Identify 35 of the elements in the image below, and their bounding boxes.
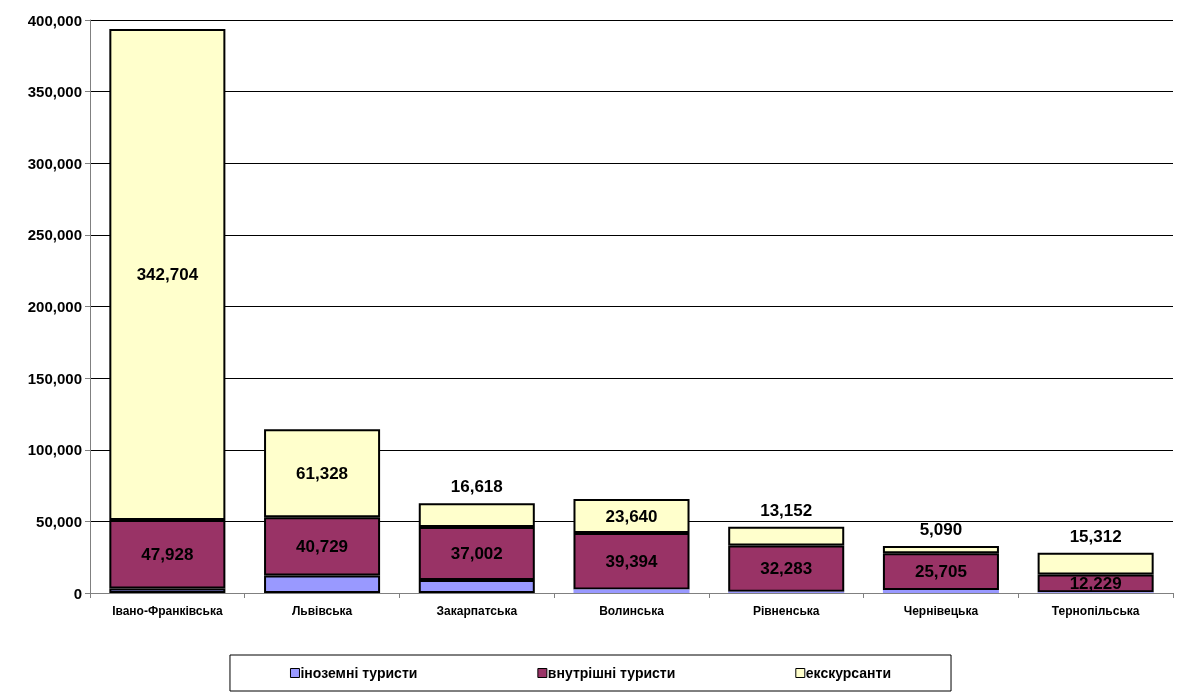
x-tick-label: Волинська	[599, 604, 665, 618]
data-label: 23,640	[605, 506, 658, 526]
y-tick-label: 400,000	[27, 11, 82, 29]
x-tick-label: Івано-Франківська	[112, 604, 223, 618]
data-label: 25,705	[914, 562, 967, 582]
data-label: 16,618	[450, 477, 503, 497]
legend-label: екскурсанти	[805, 665, 892, 681]
data-label: 61,328	[296, 463, 349, 483]
x-tick-label: Закарпатська	[436, 604, 518, 618]
data-label: 13,152	[760, 500, 813, 520]
y-tick-label: 0	[73, 584, 82, 602]
y-tick-label: 200,000	[27, 298, 82, 315]
data-label: 32,283	[760, 559, 813, 579]
data-label: 15,312	[1069, 526, 1122, 546]
x-tick-label: Львівська	[291, 604, 353, 618]
data-label: 39,394	[605, 551, 659, 571]
data-label: 5,090	[919, 519, 963, 539]
y-tick-label: 100,000	[27, 441, 82, 459]
x-tick-label: Тернопільська	[1051, 604, 1140, 618]
bar	[573, 589, 690, 593]
data-label: 342,704	[136, 264, 199, 284]
legend-label: іноземні туристи	[300, 665, 418, 681]
y-tick-label: 150,000	[27, 369, 82, 387]
legend-label: внутрішні туристи	[547, 665, 676, 681]
x-tick-label: Чернівецька	[903, 604, 979, 618]
data-label: 47,928	[141, 544, 194, 564]
data-label: 37,002	[450, 544, 503, 564]
data-label: 12,229	[1069, 573, 1122, 593]
y-tick-label: 300,000	[27, 154, 82, 172]
y-tick-label: 350,000	[27, 83, 82, 101]
bar	[882, 589, 999, 593]
data-label: 40,729	[296, 536, 349, 556]
y-tick-label: 250,000	[27, 226, 82, 244]
x-tick-label: Рівненська	[752, 604, 820, 618]
y-tick-label: 50,000	[36, 512, 82, 530]
